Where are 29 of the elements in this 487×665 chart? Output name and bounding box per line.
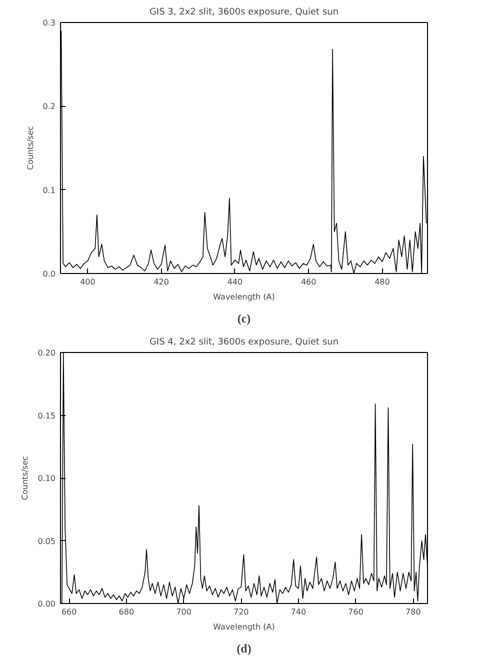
y-tick-label: 0.10: [38, 474, 56, 483]
x-axis-title: Wavelength (A): [213, 622, 275, 632]
y-tick-label: 0.20: [38, 348, 56, 358]
y-tick-label: 0.3: [42, 18, 56, 28]
x-tick-label: 780: [406, 608, 421, 616]
y-tick-label: 0.00: [38, 600, 56, 608]
y-tick-label: 0.2: [42, 102, 56, 112]
x-axis-title: Wavelength (A): [213, 292, 275, 302]
y-axis-title: Counts/sec: [26, 126, 35, 170]
x-tick-label: 720: [234, 608, 249, 616]
chart-title: GIS 4, 2x2 slit, 3600s exposure, Quiet sun: [149, 338, 339, 348]
y-tick-label: 0.15: [38, 411, 56, 420]
x-tick-label: 660: [61, 608, 77, 616]
x-tick-label: 420: [154, 278, 170, 286]
x-tick-label: 460: [300, 278, 316, 286]
text: (d): [236, 642, 252, 656]
x-tick-label: 760: [348, 608, 364, 616]
x-tick-label: 700: [176, 608, 192, 616]
y-tick-label: 0.1: [42, 186, 56, 195]
y-axis-title: Counts/sec: [20, 456, 30, 500]
y-tick-label: 0.0: [42, 270, 56, 278]
x-tick-label: 480: [374, 278, 390, 286]
x-tick-label: 440: [227, 278, 243, 286]
x-tick-label: 740: [290, 608, 306, 616]
y-tick-label: 0.05: [38, 536, 56, 546]
x-tick-label: 680: [118, 608, 134, 616]
text: (c): [237, 312, 251, 326]
chart-title: GIS 3, 2x2 slit, 3600s exposure, Quiet sun: [149, 8, 339, 18]
x-tick-label: 400: [80, 278, 96, 286]
